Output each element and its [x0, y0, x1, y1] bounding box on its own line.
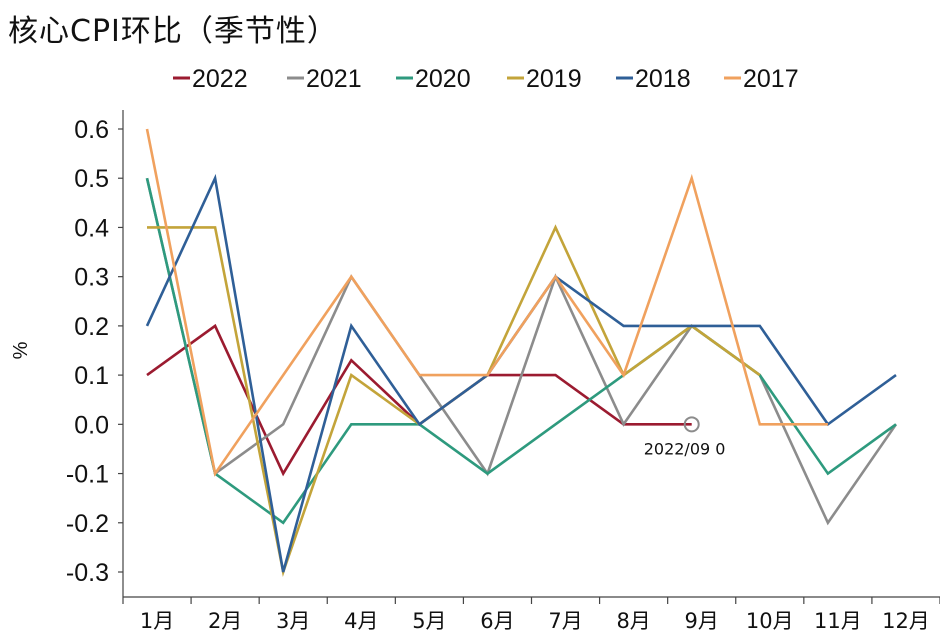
series-line-2017: [145, 128, 828, 477]
annotation: 2022/09 0: [644, 416, 726, 458]
x-tick-label: 12月: [882, 609, 930, 633]
y-tick-label: 0.4: [74, 214, 109, 242]
x-tick-label: 5月: [412, 609, 446, 633]
y-tick-label: 0.6: [74, 116, 109, 144]
y-tick-label: 0.0: [74, 411, 109, 439]
x-tick-label: 4月: [344, 609, 378, 633]
x-tick-label: 1月: [140, 609, 174, 633]
y-tick-label: 0.3: [74, 264, 109, 292]
legend-label-2020: 2020: [415, 65, 471, 93]
x-axis: 1月 2月 3月 4月 5月 6月 7月 8月 9月 10月 11月 12月: [122, 596, 940, 633]
x-tick-label: 2月: [208, 609, 242, 633]
y-axis-label: %: [10, 341, 32, 359]
annotation-label: 2022/09 0: [644, 439, 726, 458]
x-tick-label: 3月: [276, 609, 310, 633]
legend-label-2019: 2019: [526, 65, 582, 93]
series-line-2020: [145, 177, 897, 525]
annotation-marker: [683, 416, 700, 433]
chart-title: 核心CPI环比（季节性）: [8, 14, 338, 49]
x-tick-label: 10月: [746, 609, 794, 633]
x-tick-label: 7月: [548, 609, 582, 633]
series-line-2021: [145, 177, 898, 526]
legend-label-2022: 2022: [192, 65, 248, 93]
y-axis: 0.6 0.5 0.4 0.3 0.2 0.1 0.0 -0.1 -0.2 -0.3%: [10, 110, 124, 597]
y-tick-label: 0.5: [74, 165, 109, 193]
legend-label-2018: 2018: [635, 65, 691, 93]
x-tick-label: 11月: [814, 609, 862, 633]
x-tick-label: 6月: [480, 609, 514, 633]
series-lines: [145, 128, 898, 577]
y-tick-label: -0.3: [66, 559, 109, 587]
y-tick-label: -0.2: [66, 510, 109, 538]
x-tick-label: 8月: [616, 609, 650, 633]
legend-label-2017: 2017: [743, 65, 799, 93]
legend: 2022 2021 2020 2019 2018 2017: [173, 65, 799, 93]
legend-label-2021: 2021: [306, 65, 362, 93]
y-tick-label: 0.2: [74, 313, 109, 341]
y-tick-label: 0.1: [74, 362, 109, 390]
x-tick-label: 9月: [685, 609, 719, 633]
y-tick-label: -0.1: [66, 461, 109, 489]
